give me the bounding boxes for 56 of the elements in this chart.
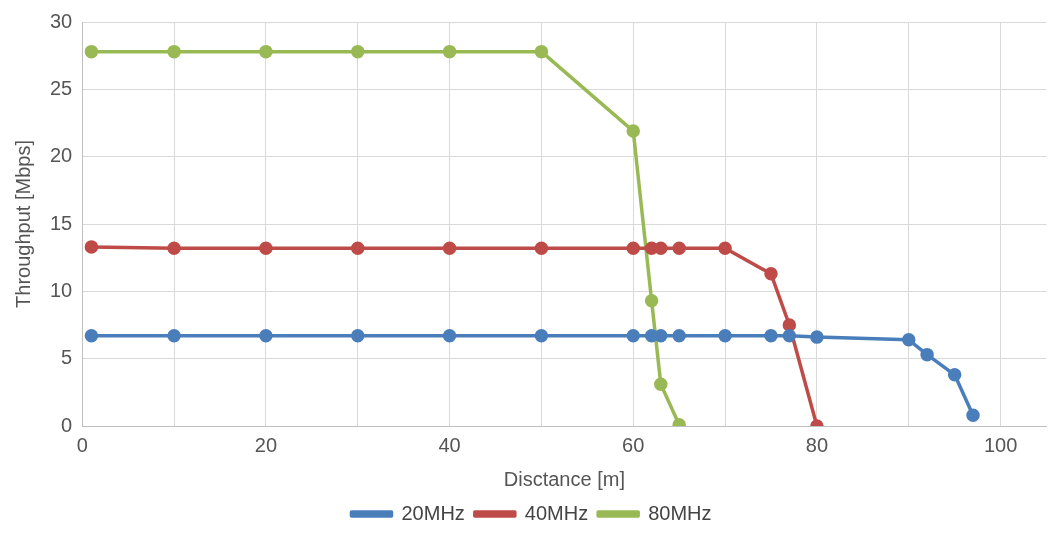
x-tick-label: 20	[254, 433, 278, 456]
point	[782, 318, 797, 332]
y-tick-label: 25	[50, 76, 73, 99]
y-tick-label: 15	[50, 211, 73, 234]
point	[672, 241, 686, 255]
point	[626, 329, 640, 343]
point	[764, 329, 778, 343]
point	[351, 44, 365, 59]
point	[764, 267, 778, 281]
legend-label: 80MHz	[648, 501, 712, 524]
legend-label: 40MHz	[524, 501, 589, 524]
point	[442, 241, 457, 255]
point	[672, 329, 686, 343]
point	[351, 329, 365, 343]
point	[534, 44, 549, 59]
point	[644, 294, 659, 308]
point	[442, 329, 457, 343]
legend-label: 20MHz	[401, 501, 465, 524]
point	[167, 44, 181, 59]
y-axis-title: Throughput [Mbps]	[11, 140, 34, 308]
point	[626, 241, 640, 255]
point	[534, 329, 549, 343]
y-tick-label: 10	[50, 278, 73, 301]
point	[920, 347, 934, 362]
point	[654, 329, 668, 343]
point	[259, 44, 273, 59]
point	[718, 241, 732, 255]
point	[626, 124, 640, 138]
point	[167, 241, 181, 255]
y-tick-label: 5	[61, 346, 73, 369]
point	[259, 329, 273, 343]
point	[654, 377, 668, 391]
point	[84, 329, 99, 343]
point	[947, 368, 962, 382]
point	[810, 330, 824, 344]
x-tick-label: 40	[438, 433, 461, 456]
x-tick-label: 0	[76, 433, 88, 456]
point	[966, 408, 980, 422]
point	[351, 241, 365, 255]
point	[782, 329, 797, 343]
point	[654, 241, 668, 255]
x-tick-label: 100	[983, 433, 1018, 456]
point	[902, 333, 916, 347]
x-axis-title: Disctance [m]	[503, 467, 625, 490]
point	[718, 329, 732, 343]
y-tick-label: 20	[50, 144, 73, 167]
point	[84, 240, 99, 254]
point	[84, 44, 99, 59]
y-tick-label: 30	[50, 9, 73, 32]
x-tick-label: 60	[622, 433, 645, 456]
point	[442, 44, 457, 59]
y-tick-label: 0	[61, 413, 73, 436]
x-tick-label: 80	[805, 433, 829, 456]
point	[259, 241, 273, 255]
point	[167, 329, 181, 343]
point	[534, 241, 549, 255]
